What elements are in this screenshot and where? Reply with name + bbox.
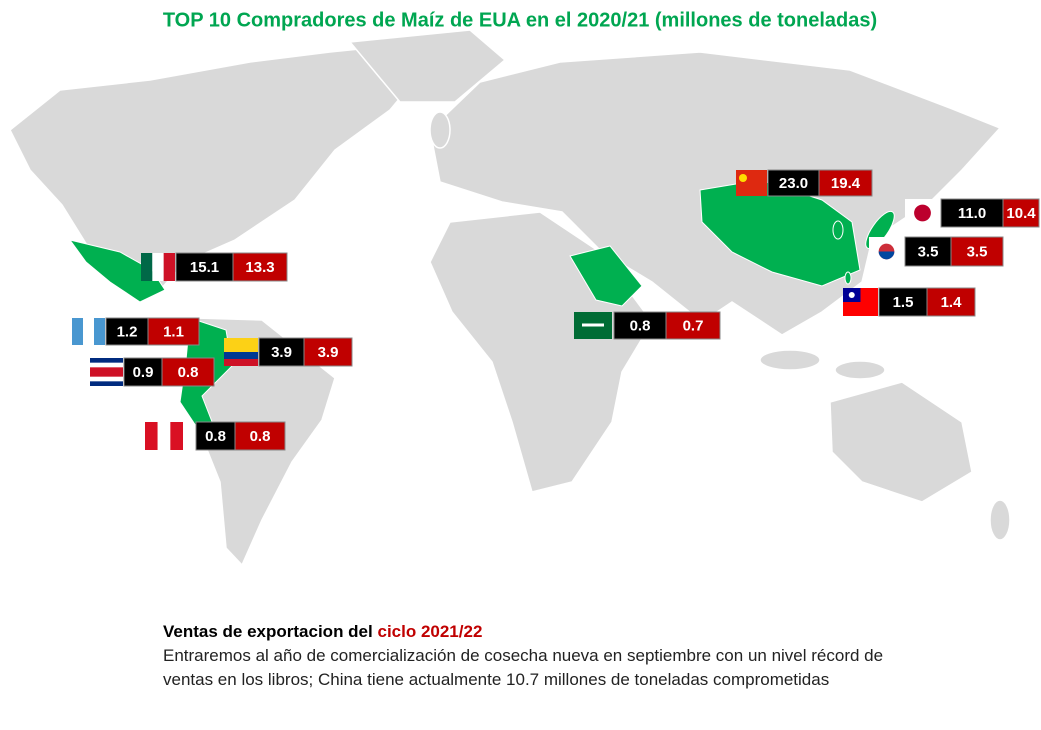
value-2020: 0.8 [630, 317, 651, 334]
value-2021: 0.8 [250, 428, 271, 445]
buyer-labels: 23.0 19.4 11.0 10.4 3.5 3.5 1.5 1.4 0.8 0.7 15.1 13… [72, 169, 1040, 451]
flag-part [163, 253, 175, 281]
flag [224, 338, 258, 366]
map: TOP 10 Compradores de Maíz de EUA en el … [9, 9, 1040, 567]
flag-part [170, 422, 183, 450]
box-2021 [1002, 198, 1040, 228]
buyer: 0.8 0.7 [574, 311, 721, 340]
buyer: 3.5 3.5 [869, 236, 1004, 267]
buyer: 0.8 0.8 [145, 421, 286, 451]
flag [72, 318, 105, 345]
box-2021 [234, 421, 286, 451]
footer: Ventas de exportacion del ciclo 2021/22 … [163, 620, 893, 692]
box-2021 [147, 317, 200, 346]
value-2020: 23.0 [779, 175, 808, 192]
value-2021: 1.4 [941, 294, 963, 311]
flag [736, 170, 767, 196]
flag-part [224, 338, 258, 352]
footer-text: Entraremos al año de comercialización de… [163, 646, 884, 689]
buyer: 11.0 10.4 [905, 198, 1040, 228]
value-2020: 3.5 [918, 243, 939, 260]
flag-part [914, 204, 931, 222]
heading: Ventas de exportacion del [163, 622, 373, 641]
value-2020: 15.1 [190, 259, 219, 276]
flag-part [72, 318, 83, 345]
flag [574, 312, 612, 339]
value-2020: 0.9 [133, 364, 154, 381]
value-2020: 1.5 [893, 294, 914, 311]
value-2020: 11.0 [958, 205, 986, 222]
flag [905, 199, 940, 227]
box-2021 [818, 169, 873, 197]
value-2021: 0.7 [683, 317, 704, 334]
flag-part [582, 323, 604, 327]
box-2021 [665, 311, 721, 340]
box-2020 [904, 236, 952, 267]
flag [843, 288, 878, 316]
box-2020 [878, 287, 928, 317]
flag-part [94, 318, 105, 345]
value-2020: 3.9 [271, 344, 292, 361]
flag-part [141, 253, 153, 281]
value-2021: 1.1 [163, 323, 184, 340]
value-2021: 0.8 [178, 364, 199, 381]
box-2021 [950, 236, 1004, 267]
flag-part [736, 170, 767, 196]
box-2021 [161, 357, 215, 387]
value-2021: 13.3 [245, 259, 274, 276]
highlighted-countries [68, 179, 895, 433]
box-2020 [195, 421, 236, 451]
title: TOP 10 Compradores de Maíz de EUA en el … [163, 9, 877, 31]
flag [90, 358, 123, 386]
flag-part [739, 174, 747, 182]
box-2020 [767, 169, 820, 197]
buyer: 1.5 1.4 [843, 287, 976, 317]
value-2021: 10.4 [1006, 205, 1036, 222]
box-2020 [175, 252, 234, 282]
box-2021 [303, 337, 353, 367]
buyer: 23.0 19.4 [736, 169, 873, 197]
footer-heading: Ventas de exportacion del ciclo 2021/22 [163, 620, 893, 644]
flag-part [224, 359, 258, 366]
value-2021: 3.9 [318, 344, 339, 361]
flag-part [848, 292, 855, 298]
flag [869, 237, 904, 266]
buyer: 1.2 1.1 [72, 317, 200, 346]
flag-part [83, 318, 94, 345]
flag [145, 422, 183, 450]
buyer: 0.9 0.8 [90, 357, 215, 387]
flag-part [145, 422, 158, 450]
flag-part [152, 253, 164, 281]
flag-part [224, 352, 258, 359]
flag-part [878, 251, 895, 260]
value-2020: 0.8 [205, 428, 226, 445]
heading-highlight: ciclo 2021/22 [377, 622, 483, 641]
box-2021 [926, 287, 976, 317]
flag-part [90, 367, 123, 377]
value-2020: 1.2 [117, 323, 138, 340]
buyer: 15.1 13.3 [141, 252, 288, 282]
box-2020 [258, 337, 305, 367]
box-2020 [613, 311, 667, 340]
flag-part [157, 422, 171, 450]
value-2021: 3.5 [967, 243, 988, 260]
value-2021: 19.4 [831, 175, 861, 192]
buyer: 3.9 3.9 [224, 337, 353, 367]
box-2021 [232, 252, 288, 282]
flag [141, 253, 175, 281]
